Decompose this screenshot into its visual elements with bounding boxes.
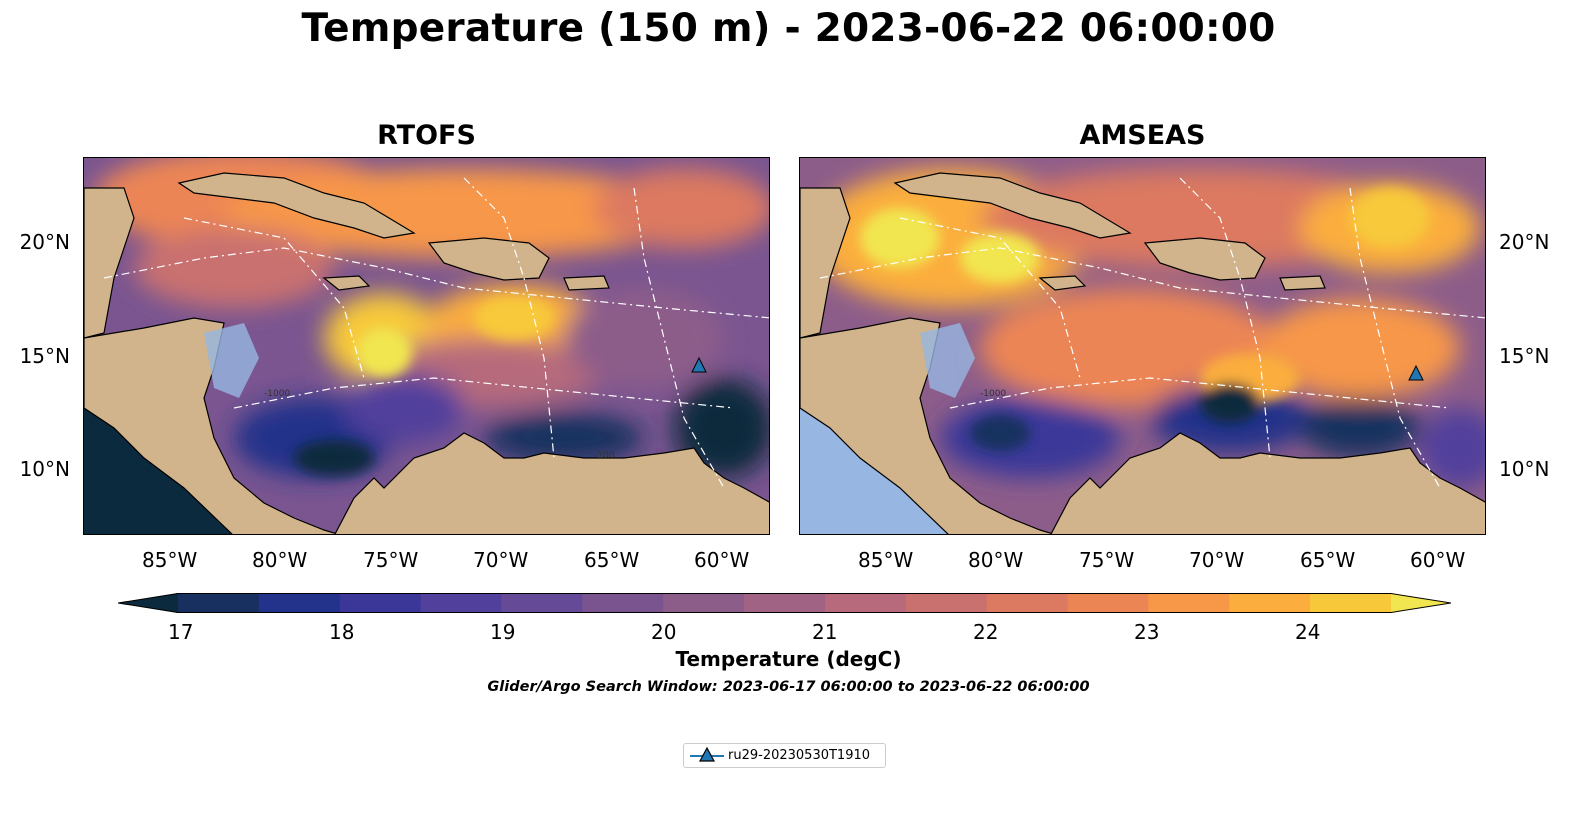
land-cuba <box>177 172 416 239</box>
colorbar-extend-max <box>1391 593 1451 613</box>
temperature-field <box>94 158 769 478</box>
x-tick-left-panel: 65°W <box>584 548 640 572</box>
x-tick-left-panel: 70°W <box>473 548 529 572</box>
y-tick-left: 10°N <box>19 457 70 481</box>
glider-marker[interactable] <box>691 356 707 373</box>
colorbar-tick: 23 <box>1134 620 1160 644</box>
colorbar-segment <box>1310 593 1392 613</box>
x-tick-right-panel: 85°W <box>858 548 914 572</box>
colorbar-segment <box>905 593 988 613</box>
y-tick-right: 10°N <box>1499 457 1550 481</box>
pacific-region <box>84 408 234 534</box>
land-hispaniola <box>427 237 550 281</box>
contour-label: -100 <box>594 451 615 461</box>
y-tick-left: 15°N <box>19 344 70 368</box>
colorbar-segment <box>258 593 341 613</box>
colorbar-segment <box>420 593 502 613</box>
x-tick-right-panel: 60°W <box>1410 548 1466 572</box>
legend-entry-label: ru29-20230530T1910 <box>728 748 871 763</box>
x-tick-right-panel: 65°W <box>1300 548 1356 572</box>
colorbar-tick: 24 <box>1295 620 1321 644</box>
land-south-america <box>334 432 769 534</box>
colorbar-tick: 17 <box>168 620 194 644</box>
map-rtofs[interactable]: -100 -1000 <box>83 157 770 535</box>
land-jamaica <box>1038 275 1087 291</box>
colorbar-tick: 18 <box>329 620 355 644</box>
colorbar-segment <box>744 593 826 613</box>
y-tick-right: 20°N <box>1499 230 1550 254</box>
colorbar-segment <box>501 593 583 613</box>
colorbar-segment <box>582 593 664 613</box>
land-central-america <box>800 317 1056 534</box>
triangle-icon <box>690 746 724 762</box>
y-tick-right: 15°N <box>1499 344 1550 368</box>
x-tick-left-panel: 80°W <box>252 548 308 572</box>
colorbar-tick: 21 <box>812 620 838 644</box>
figure-title: Temperature (150 m) - 2023-06-22 06:00:0… <box>301 6 1276 51</box>
colorbar-tick: 19 <box>490 620 516 644</box>
x-tick-right-panel: 75°W <box>1079 548 1135 572</box>
land-central-america <box>84 317 340 534</box>
colorbar-segment <box>1229 593 1311 613</box>
pacific-region <box>800 408 950 534</box>
colorbar-segment <box>1067 593 1149 613</box>
colorbar-label: Temperature (degC) <box>675 647 902 671</box>
search-window-note: Glider/Argo Search Window: 2023-06-17 06… <box>487 679 1090 695</box>
colorbar-segment <box>339 593 422 613</box>
land-puerto-rico <box>563 275 610 291</box>
land-jamaica <box>322 275 371 291</box>
map-amseas[interactable]: -1000 <box>799 157 1486 535</box>
colorbar-extend-min <box>118 593 178 613</box>
eez-lines <box>819 177 1485 489</box>
land-mexico <box>84 187 135 339</box>
panel-title-rtofs: RTOFS <box>377 120 476 151</box>
shallow-water <box>920 323 975 398</box>
colorbar-tick: 20 <box>651 620 677 644</box>
land-south-america <box>1050 432 1485 534</box>
x-tick-right-panel: 70°W <box>1189 548 1245 572</box>
panel-title-amseas: AMSEAS <box>1079 120 1206 151</box>
colorbar <box>117 593 1452 613</box>
land-puerto-rico <box>1279 275 1326 291</box>
eez-lines <box>103 177 769 489</box>
colorbar-segment <box>178 593 260 613</box>
colorbar-tick: 22 <box>973 620 999 644</box>
contour-label: -1000 <box>980 389 1006 399</box>
land-mexico <box>800 187 851 339</box>
shallow-water <box>204 323 259 398</box>
x-tick-left-panel: 85°W <box>142 548 198 572</box>
x-tick-left-panel: 60°W <box>694 548 750 572</box>
land-cuba <box>893 172 1132 239</box>
colorbar-segment <box>1148 593 1230 613</box>
colorbar-segment <box>663 593 745 613</box>
contour-label: -1000 <box>264 389 290 399</box>
colorbar-segment <box>986 593 1069 613</box>
x-tick-right-panel: 80°W <box>968 548 1024 572</box>
land-hispaniola <box>1143 237 1266 281</box>
glider-marker[interactable] <box>1408 364 1424 381</box>
y-tick-left: 20°N <box>19 230 70 254</box>
colorbar-segment <box>824 593 907 613</box>
x-tick-left-panel: 75°W <box>363 548 419 572</box>
legend: ru29-20230530T1910 <box>683 743 886 768</box>
